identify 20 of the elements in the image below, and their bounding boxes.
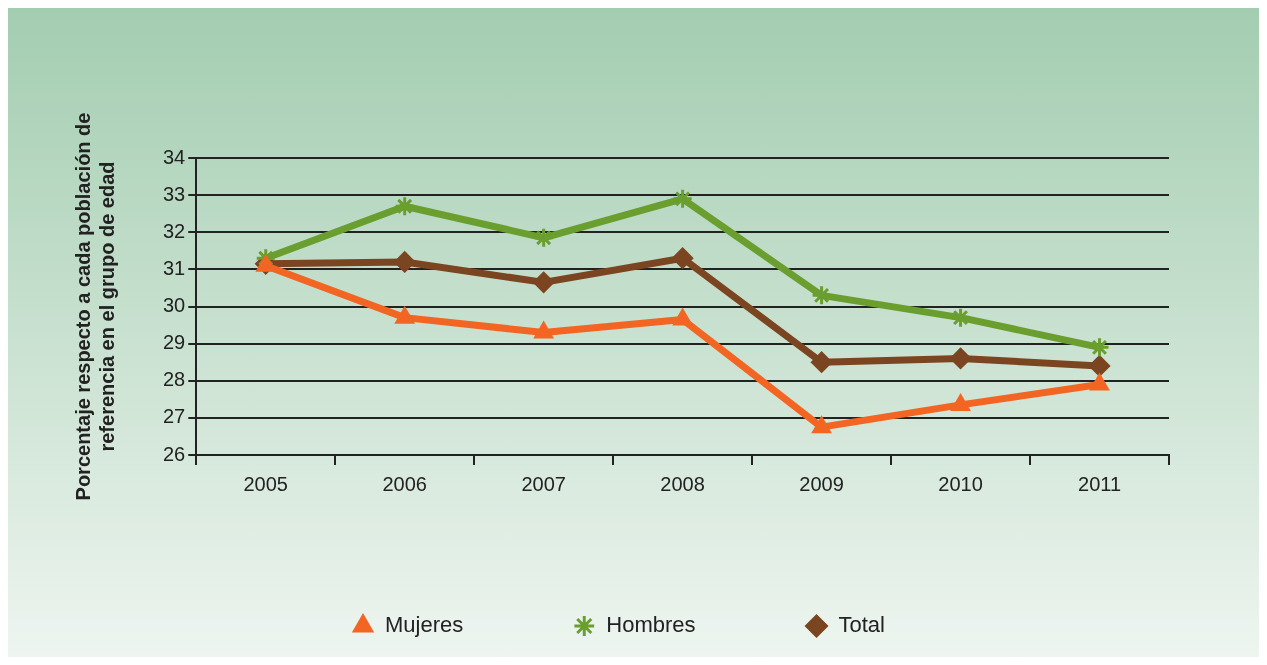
- y-tick-label: 31: [163, 256, 186, 279]
- y-tick-label: 34: [163, 145, 186, 168]
- y-tick-label: 28: [163, 368, 186, 391]
- x-tick-label: 2008: [660, 472, 705, 495]
- y-tick-label: 26: [163, 442, 186, 465]
- y-tick-label: 27: [163, 405, 186, 428]
- legend-label: Total: [838, 612, 885, 638]
- x-tick-label: 2007: [521, 472, 566, 495]
- y-tick-label: 30: [163, 294, 186, 317]
- x-tick-label: 2005: [243, 472, 288, 495]
- x-tick-label: 2011: [1078, 472, 1122, 495]
- x-tick-label: 2010: [938, 472, 983, 495]
- x-tick-label: 2009: [799, 472, 844, 495]
- x-tick-label: 2006: [382, 472, 427, 495]
- y-tick-label: 29: [163, 331, 186, 354]
- y-tick-label: 33: [163, 182, 186, 205]
- y-axis-title: Porcentaje respecto a cada población de referencia en el grupo de edad: [71, 112, 118, 501]
- y-tick-label: 32: [163, 219, 186, 242]
- legend-label: Mujeres: [385, 612, 464, 638]
- legend-label: Hombres: [606, 612, 696, 638]
